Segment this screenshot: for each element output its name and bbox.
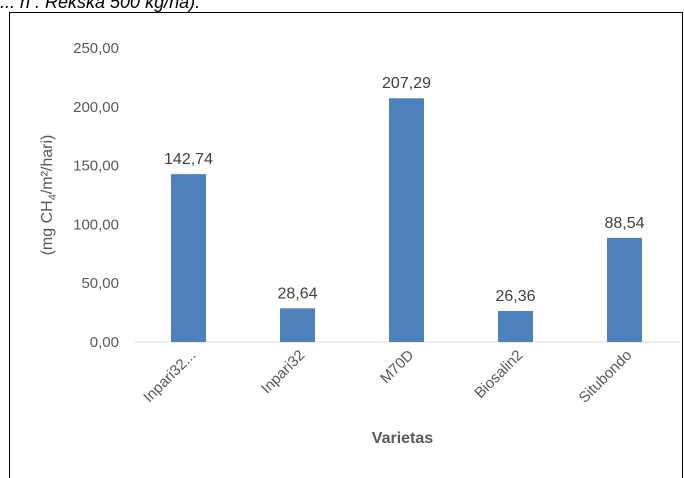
data-labels: 142,74 28,64 207,29 26,36 88,54 bbox=[164, 75, 645, 305]
x-category-label: Inpari32... bbox=[140, 347, 199, 406]
bar bbox=[280, 308, 315, 342]
x-axis-title: Varietas bbox=[372, 430, 433, 447]
x-category-label: M70D bbox=[377, 347, 417, 387]
y-tick-label: 100,00 bbox=[73, 216, 119, 233]
y-tick-label: 50,00 bbox=[81, 275, 119, 292]
y-tick-label: 150,00 bbox=[73, 158, 119, 175]
bars bbox=[171, 98, 642, 342]
x-axis-categories: Inpari32... Inpari32 M70D Biosalin2 Situbond… bbox=[140, 347, 635, 407]
data-label: 207,29 bbox=[382, 75, 431, 92]
y-tick-label: 250,00 bbox=[73, 40, 119, 57]
x-category-label: Situbondo bbox=[576, 347, 636, 407]
y-axis-ticks: 0,00 50,00 100,00 150,00 200,00 250,00 bbox=[73, 40, 119, 351]
x-category-label: Inpari32 bbox=[258, 347, 308, 397]
data-label: 88,54 bbox=[604, 215, 644, 232]
y-axis-title: (mg CH4/m²/hari) bbox=[39, 135, 59, 256]
bar bbox=[171, 174, 206, 342]
x-category-label: Biosalin2 bbox=[471, 347, 526, 402]
figure-caption: ... n . Rekska 500 kg/ha). bbox=[0, 0, 201, 12]
chart-frame bbox=[9, 12, 683, 478]
data-label: 142,74 bbox=[164, 151, 213, 168]
data-label: 26,36 bbox=[495, 288, 535, 305]
y-tick-label: 200,00 bbox=[73, 99, 119, 116]
data-label: 28,64 bbox=[277, 285, 317, 302]
bar bbox=[389, 98, 424, 342]
y-tick-label: 0,00 bbox=[90, 334, 119, 351]
bar bbox=[607, 237, 642, 342]
bar bbox=[498, 311, 533, 342]
